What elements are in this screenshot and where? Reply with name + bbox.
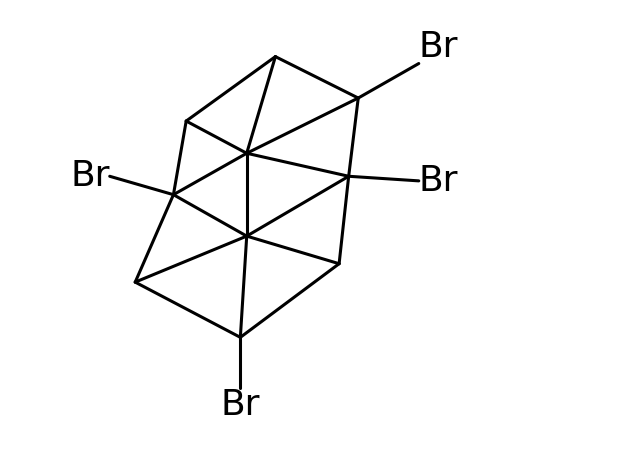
Text: Br: Br — [419, 164, 458, 198]
Text: Br: Br — [221, 388, 260, 422]
Text: Br: Br — [419, 30, 458, 63]
Text: Br: Br — [70, 159, 109, 193]
